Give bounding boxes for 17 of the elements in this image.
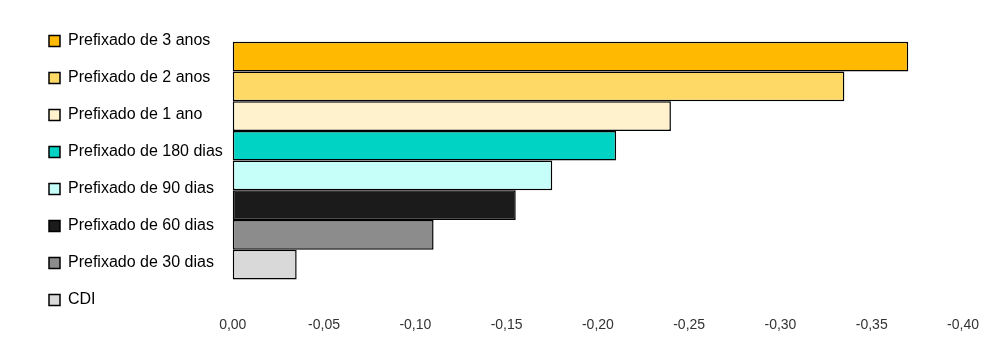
x-tick-label: -0,20 xyxy=(581,316,615,333)
x-tick-label: -0,15 xyxy=(490,316,523,333)
x-tick-label: -0,30 xyxy=(764,316,797,333)
legend-label: Prefixado de 90 dias xyxy=(68,179,214,197)
legend-label: Prefixado de 1 ano xyxy=(68,105,203,123)
legend-label: CDI xyxy=(68,290,96,308)
x-tick-label: -0,05 xyxy=(308,316,341,333)
x-tick-label: -0,40 xyxy=(947,316,980,333)
legend-label: Prefixado de 60 dias xyxy=(68,216,214,234)
x-tick-label: -0,35 xyxy=(855,316,888,333)
legend-label: Prefixado de 30 dias xyxy=(68,253,214,271)
x-tick-label: 0,00 xyxy=(219,316,247,333)
x-tick-label: -0,10 xyxy=(399,316,432,333)
legend-label: Prefixado de 180 dias xyxy=(68,142,223,160)
legend-label: Prefixado de 2 anos xyxy=(68,68,211,86)
legend-label: Prefixado de 3 anos xyxy=(68,31,211,49)
x-tick-label: -0,25 xyxy=(673,316,706,333)
